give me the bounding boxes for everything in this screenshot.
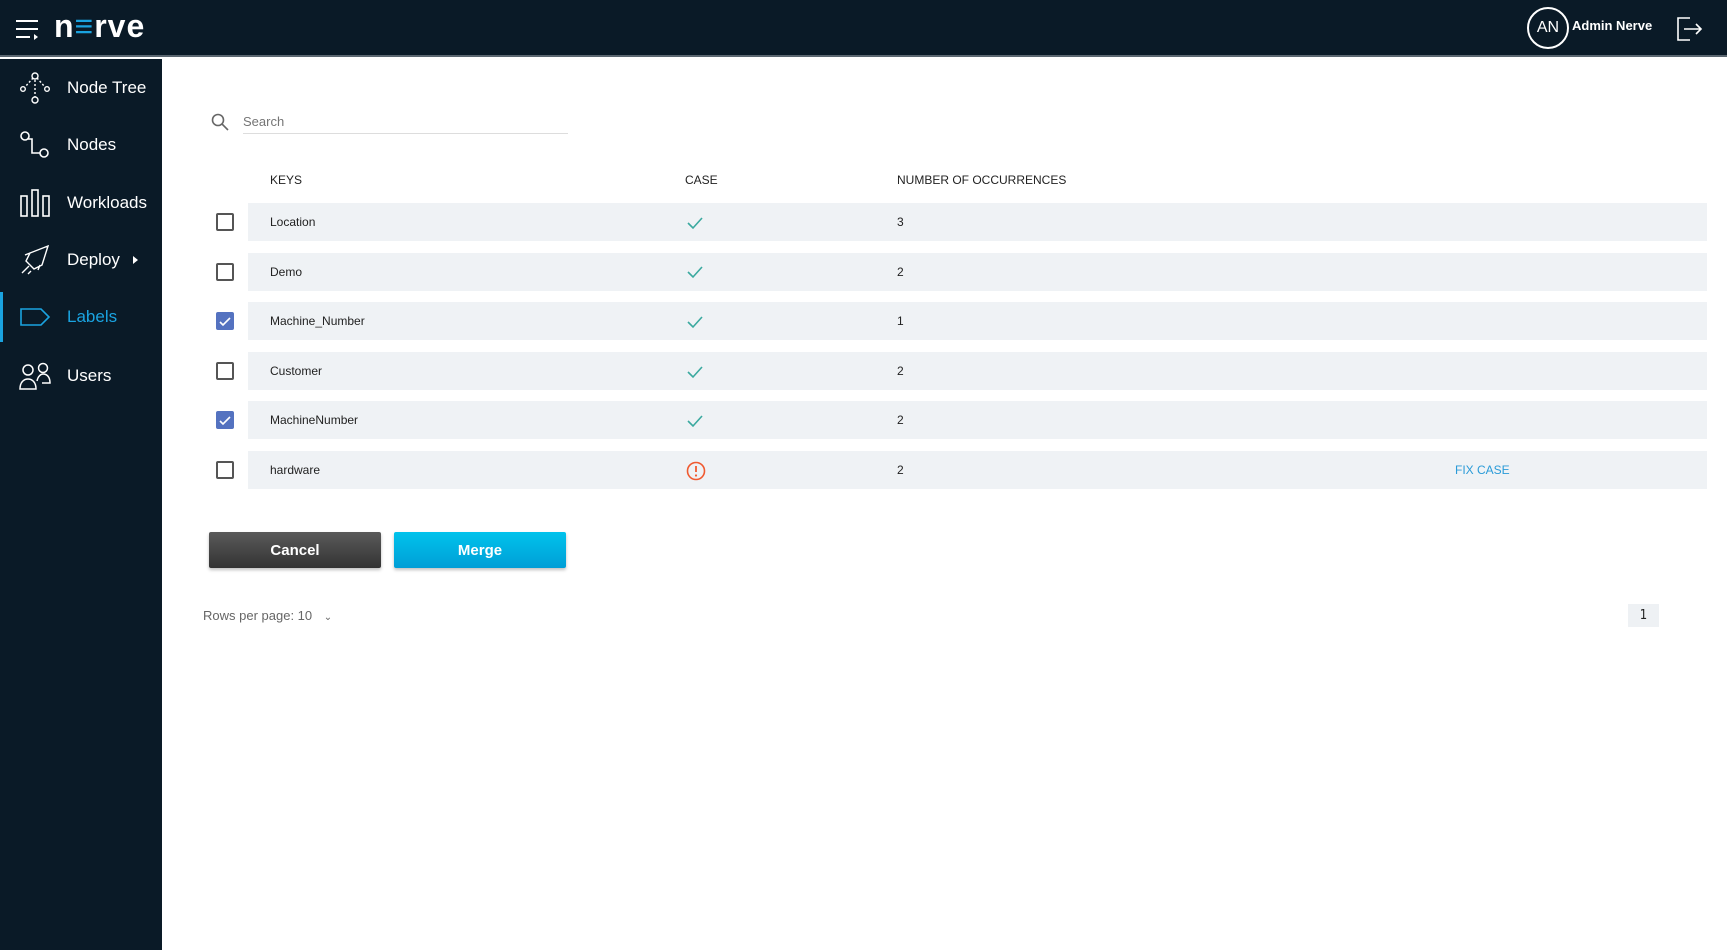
label-icon bbox=[20, 308, 51, 326]
cancel-button[interactable]: Cancel bbox=[209, 532, 381, 568]
row-checkbox[interactable] bbox=[216, 361, 234, 380]
sidebar-item-deploy[interactable]: Deploy bbox=[0, 235, 162, 285]
table-row: Customer 2 bbox=[248, 351, 1707, 390]
key-cell: Customer bbox=[270, 363, 323, 378]
merge-button[interactable]: Merge bbox=[394, 532, 566, 568]
key-cell: Demo bbox=[270, 264, 303, 279]
search-input[interactable] bbox=[243, 110, 568, 134]
key-cell: hardware bbox=[270, 463, 321, 477]
avatar[interactable]: AN bbox=[1527, 7, 1569, 49]
table-row: Demo 2 bbox=[248, 252, 1707, 291]
checkmark-icon bbox=[219, 416, 231, 426]
occurrences-cell: 2 bbox=[897, 463, 904, 477]
table-row: hardware 2 FIX CASE bbox=[248, 451, 1707, 489]
occurrences-cell: 1 bbox=[897, 314, 904, 329]
occurrences-cell: 2 bbox=[897, 264, 904, 279]
case-cell bbox=[686, 451, 706, 489]
sidebar-item-label: Labels bbox=[67, 307, 118, 326]
sidebar-item-label: Node Tree bbox=[67, 78, 147, 97]
chevron-right-icon bbox=[133, 256, 138, 264]
column-header-keys[interactable]: KEYS bbox=[270, 173, 303, 187]
sidebar-item-nodes[interactable]: Nodes bbox=[0, 120, 162, 170]
key-cell: Location bbox=[270, 215, 316, 229]
row-checkbox[interactable] bbox=[216, 461, 234, 479]
rocket-icon bbox=[21, 244, 50, 275]
users-icon bbox=[19, 362, 51, 390]
page-button[interactable]: 1 bbox=[1628, 604, 1659, 627]
check-icon bbox=[687, 316, 703, 329]
checkmark-icon bbox=[219, 317, 231, 327]
sidebar-item-label: Deploy bbox=[67, 250, 120, 269]
row-checkbox[interactable] bbox=[216, 411, 234, 430]
nodes-icon bbox=[20, 131, 49, 158]
sidebar-item-label: Workloads bbox=[67, 193, 147, 212]
top-bar: n≡rve AN Admin Nerve bbox=[0, 0, 1727, 57]
sidebar-item-node-tree[interactable]: Node Tree bbox=[0, 63, 162, 113]
check-icon bbox=[687, 217, 703, 229]
table-row: Location 3 bbox=[248, 203, 1707, 241]
case-cell bbox=[686, 302, 704, 340]
fix-case-link[interactable]: FIX CASE bbox=[1455, 463, 1510, 477]
occurrences-cell: 2 bbox=[897, 413, 904, 428]
sidebar-item-labels[interactable]: Labels bbox=[0, 292, 162, 342]
check-icon bbox=[687, 266, 703, 279]
row-checkbox[interactable] bbox=[216, 262, 234, 281]
check-icon bbox=[687, 415, 703, 428]
node-tree-icon bbox=[20, 72, 51, 104]
rows-per-page-label: Rows per page: 10 bbox=[203, 608, 313, 623]
menu-icon[interactable] bbox=[16, 18, 42, 42]
case-cell bbox=[686, 401, 704, 439]
nerve-logo: n≡rve bbox=[54, 8, 146, 44]
workloads-icon bbox=[20, 189, 50, 217]
row-checkbox[interactable] bbox=[216, 213, 234, 231]
chevron-down-icon: ⌄ bbox=[323, 612, 333, 623]
sidebar-item-label: Nodes bbox=[67, 135, 117, 154]
table-row: MachineNumber 2 bbox=[248, 401, 1707, 440]
sidebar-item-workloads[interactable]: Workloads bbox=[0, 178, 162, 228]
check-icon bbox=[687, 366, 703, 378]
case-cell bbox=[686, 352, 704, 390]
column-header-case[interactable]: CASE bbox=[685, 173, 718, 187]
row-checkbox[interactable] bbox=[216, 312, 234, 331]
column-header-occurrences[interactable]: NUMBER OF OCCURRENCES bbox=[897, 173, 1067, 187]
key-cell: MachineNumber bbox=[270, 413, 359, 428]
user-name[interactable]: Admin Nerve bbox=[1572, 18, 1653, 33]
table-row: Machine_Number 1 bbox=[248, 302, 1707, 341]
warning-icon bbox=[686, 461, 706, 481]
occurrences-cell: 3 bbox=[897, 215, 904, 229]
search-icon bbox=[211, 113, 229, 131]
rows-per-page-select[interactable]: Rows per page: 10 ⌄ bbox=[203, 608, 332, 623]
key-cell: Machine_Number bbox=[270, 314, 365, 329]
logout-icon[interactable] bbox=[1674, 14, 1704, 44]
sidebar-item-users[interactable]: Users bbox=[0, 351, 162, 401]
sidebar-item-label: Users bbox=[67, 366, 112, 385]
sidebar: Node Tree Nodes Workloads Deploy Labels … bbox=[0, 59, 162, 950]
case-cell bbox=[686, 253, 704, 291]
occurrences-cell: 2 bbox=[897, 363, 904, 378]
case-cell bbox=[686, 203, 704, 241]
